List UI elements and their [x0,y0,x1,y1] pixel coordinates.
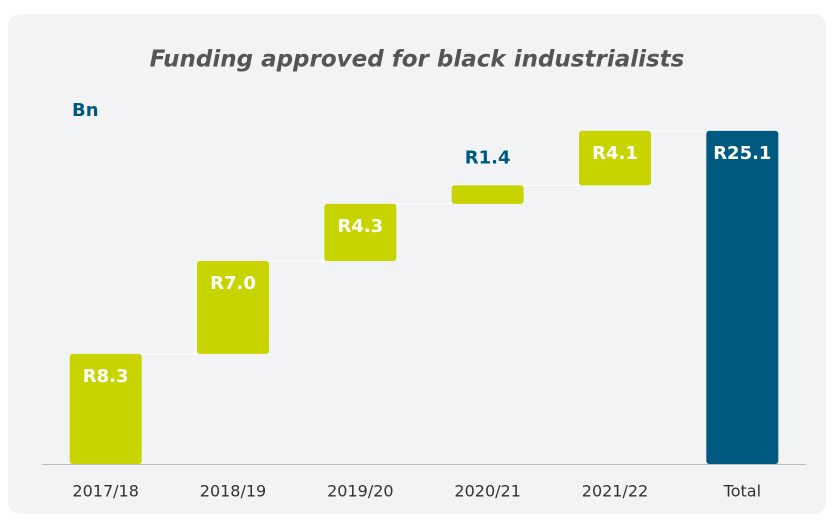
bar [69,353,142,464]
x-tick-label: Total [723,482,761,501]
bar [324,203,397,261]
x-tick-label: 2019/20 [327,482,393,501]
x-tick-label: 2017/18 [72,482,138,501]
value-label: R25.1 [713,143,771,164]
value-label: R7.0 [210,273,256,294]
x-tick-label: 2018/19 [200,482,266,501]
bar [197,260,269,354]
unit-label: Bn [72,100,99,121]
bar [451,185,524,204]
value-label: R4.3 [337,216,383,237]
value-label: R1.4 [465,147,511,168]
x-tick-label: 2020/21 [454,482,520,501]
bar [579,130,651,186]
value-label: R4.1 [592,143,638,164]
chart-title: Funding approved for black industrialist… [150,47,685,73]
value-label: R8.3 [83,366,129,387]
x-tick-label: 2021/22 [582,482,648,501]
bar [706,130,779,464]
